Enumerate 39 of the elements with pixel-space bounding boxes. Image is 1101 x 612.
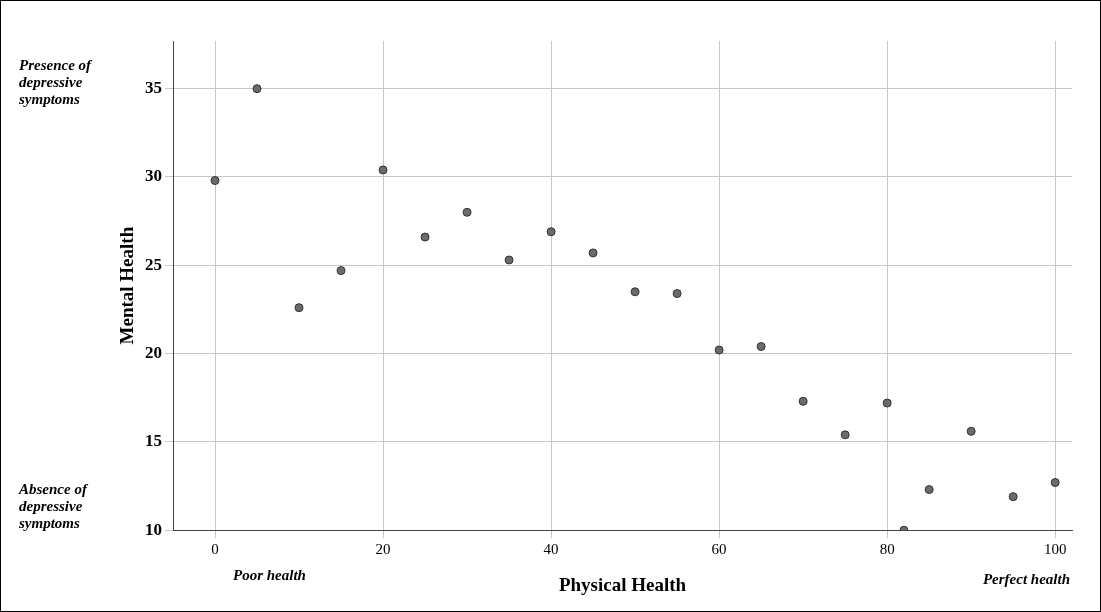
point (924, 485, 934, 495)
point (420, 232, 430, 242)
point (336, 266, 346, 276)
text: Poor health (233, 566, 306, 583)
x-tick-label: 20 (375, 541, 391, 558)
x-tick-label: 0 (211, 541, 219, 558)
text: Presence of depressive symptoms (18, 57, 94, 108)
point (966, 426, 976, 436)
y-tick-label: 35 (145, 78, 162, 98)
point (462, 207, 472, 217)
text: Perfect health (982, 570, 1070, 587)
point (294, 303, 304, 313)
point (1050, 478, 1060, 488)
point (378, 165, 388, 175)
x-tick-label: 80 (879, 541, 895, 558)
point (504, 255, 514, 265)
point (798, 396, 808, 406)
point (840, 430, 850, 440)
point (1008, 492, 1018, 502)
point (252, 84, 262, 94)
point (714, 345, 724, 355)
point (756, 342, 766, 352)
x-tick-label: 100 (1043, 541, 1067, 558)
x-axis-title: Physical Health (558, 573, 687, 595)
point (882, 398, 892, 408)
text: Absence of depressive symptoms (18, 480, 89, 531)
x-tick-label: 60 (711, 541, 727, 558)
point (630, 287, 640, 297)
y-tick-label: 20 (145, 342, 162, 362)
point (210, 176, 220, 186)
point (672, 289, 682, 299)
x-tick-label: 40 (543, 541, 559, 558)
point (546, 227, 556, 237)
y-tick-label: 25 (145, 254, 162, 274)
y-tick-label: 15 (145, 431, 162, 451)
y-tick-label: 30 (145, 166, 162, 186)
y-axis-title: Mental Health (116, 226, 138, 345)
point (588, 248, 598, 258)
y-tick-label: 10 (145, 519, 162, 539)
